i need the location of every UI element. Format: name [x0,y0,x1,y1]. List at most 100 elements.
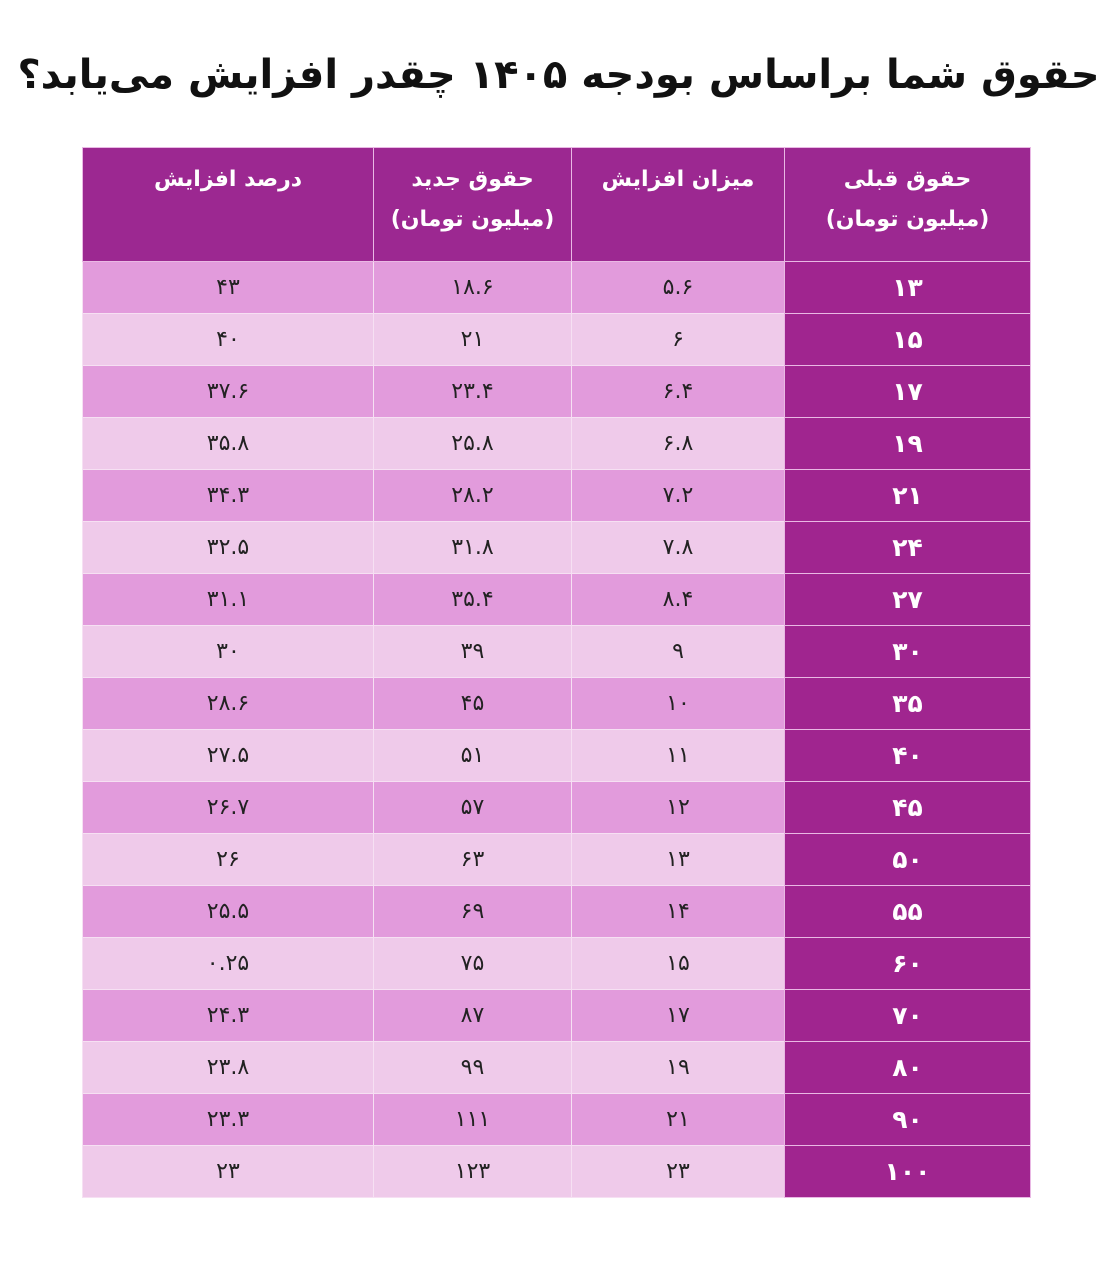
increase-amount-cell: ۶.۴ [571,365,785,418]
header-increase-amount: میزان افزایش [571,147,785,262]
header-line: درصد افزایش [153,167,303,192]
header-line: حقوق جدید [411,167,534,192]
increase-amount-cell: ۱۵ [571,937,785,990]
increase-percent-cell: ۳۴.۳ [82,469,374,522]
old-salary-cell: ۱۳ [784,261,1031,314]
table-row: ۳۰ ۹ ۳۹ ۳۰ [82,625,1031,678]
old-salary-cell: ۸۰ [784,1041,1031,1094]
old-salary-cell: ۶۰ [784,937,1031,990]
page-title: حقوق شما براساس بودجه ۱۴۰۵ چقدر افزایش م… [17,52,1100,98]
old-salary-cell: ۵۰ [784,833,1031,886]
table-row: ۲۴ ۷.۸ ۳۱.۸ ۳۲.۵ [82,521,1031,574]
new-salary-cell: ۳۵.۴ [373,573,572,626]
increase-amount-cell: ۵.۶ [571,261,785,314]
table-row: ۵۵ ۱۴ ۶۹ ۲۵.۵ [82,885,1031,938]
table-row: ۴۰ ۱۱ ۵۱ ۲۷.۵ [82,729,1031,782]
increase-amount-cell: ۱۳ [571,833,785,886]
old-salary-cell: ۱۵ [784,313,1031,366]
table-row: ۱۵ ۶ ۲۱ ۴۰ [82,313,1031,366]
new-salary-cell: ۱۸.۶ [373,261,572,314]
increase-amount-cell: ۶ [571,313,785,366]
increase-percent-cell: ۲۴.۳ [82,989,374,1042]
old-salary-cell: ۱۹ [784,417,1031,470]
increase-percent-cell: ۳۲.۵ [82,521,374,574]
new-salary-cell: ۷۵ [373,937,572,990]
table-row: ۱۰۰ ۲۳ ۱۲۳ ۲۳ [82,1145,1031,1198]
old-salary-cell: ۳۵ [784,677,1031,730]
header-increase-percent: درصد افزایش [82,147,374,262]
new-salary-cell: ۴۵ [373,677,572,730]
table-row: ۷۰ ۱۷ ۸۷ ۲۴.۳ [82,989,1031,1042]
increase-amount-cell: ۱۴ [571,885,785,938]
increase-amount-cell: ۹ [571,625,785,678]
increase-percent-cell: ۳۷.۶ [82,365,374,418]
increase-percent-cell: ۴۳ [82,261,374,314]
old-salary-cell: ۹۰ [784,1093,1031,1146]
increase-percent-cell: ۴۰ [82,313,374,366]
new-salary-cell: ۲۳.۴ [373,365,572,418]
increase-percent-cell: ۲۳ [82,1145,374,1198]
new-salary-cell: ۱۱۱ [373,1093,572,1146]
new-salary-cell: ۲۵.۸ [373,417,572,470]
table-row: ۳۵ ۱۰ ۴۵ ۲۸.۶ [82,677,1031,730]
table-row: ۱۷ ۶.۴ ۲۳.۴ ۳۷.۶ [82,365,1031,418]
old-salary-cell: ۲۱ [784,469,1031,522]
increase-amount-cell: ۸.۴ [571,573,785,626]
increase-amount-cell: ۷.۲ [571,469,785,522]
increase-percent-cell: ۲۶.۷ [82,781,374,834]
table-row: ۲۷ ۸.۴ ۳۵.۴ ۳۱.۱ [82,573,1031,626]
new-salary-cell: ۳۱.۸ [373,521,572,574]
table-row: ۱۹ ۶.۸ ۲۵.۸ ۳۵.۸ [82,417,1031,470]
old-salary-cell: ۵۵ [784,885,1031,938]
old-salary-cell: ۳۰ [784,625,1031,678]
increase-percent-cell: ۲۶ [82,833,374,886]
increase-percent-cell: ۳۵.۸ [82,417,374,470]
increase-amount-cell: ۷.۸ [571,521,785,574]
header-line: میزان افزایش [601,167,755,192]
new-salary-cell: ۲۸.۲ [373,469,572,522]
new-salary-cell: ۹۹ [373,1041,572,1094]
increase-amount-cell: ۲۳ [571,1145,785,1198]
increase-percent-cell: ۲۳.۸ [82,1041,374,1094]
header-line: حقوق قبلی [843,167,972,192]
increase-amount-cell: ۱۷ [571,989,785,1042]
new-salary-cell: ۲۱ [373,313,572,366]
header-line: (میلیون تومان) [390,207,555,232]
table-row: ۵۰ ۱۳ ۶۳ ۲۶ [82,833,1031,886]
header-line: (میلیون تومان) [825,207,990,232]
increase-percent-cell: ۳۱.۱ [82,573,374,626]
increase-amount-cell: ۶.۸ [571,417,785,470]
salary-table: حقوق قبلی (میلیون تومان) میزان افزایش حقو… [82,147,1031,1198]
header-old-salary: حقوق قبلی (میلیون تومان) [784,147,1031,262]
new-salary-cell: ۱۲۳ [373,1145,572,1198]
table-row: ۸۰ ۱۹ ۹۹ ۲۳.۸ [82,1041,1031,1094]
old-salary-cell: ۱۰۰ [784,1145,1031,1198]
old-salary-cell: ۷۰ [784,989,1031,1042]
table-header-row: حقوق قبلی (میلیون تومان) میزان افزایش حقو… [82,147,1031,262]
increase-amount-cell: ۲۱ [571,1093,785,1146]
new-salary-cell: ۵۱ [373,729,572,782]
increase-amount-cell: ۱۱ [571,729,785,782]
new-salary-cell: ۶۹ [373,885,572,938]
increase-amount-cell: ۱۰ [571,677,785,730]
increase-amount-cell: ۱۲ [571,781,785,834]
increase-amount-cell: ۱۹ [571,1041,785,1094]
increase-percent-cell: ۳۰ [82,625,374,678]
header-new-salary: حقوق جدید (میلیون تومان) [373,147,572,262]
table-row: ۶۰ ۱۵ ۷۵ ۰.۲۵ [82,937,1031,990]
new-salary-cell: ۵۷ [373,781,572,834]
table-row: ۱۳ ۵.۶ ۱۸.۶ ۴۳ [82,261,1031,314]
table-row: ۴۵ ۱۲ ۵۷ ۲۶.۷ [82,781,1031,834]
table-row: ۹۰ ۲۱ ۱۱۱ ۲۳.۳ [82,1093,1031,1146]
increase-percent-cell: ۲۸.۶ [82,677,374,730]
increase-percent-cell: ۲۷.۵ [82,729,374,782]
new-salary-cell: ۳۹ [373,625,572,678]
old-salary-cell: ۲۷ [784,573,1031,626]
old-salary-cell: ۲۴ [784,521,1031,574]
increase-percent-cell: ۲۵.۵ [82,885,374,938]
new-salary-cell: ۶۳ [373,833,572,886]
new-salary-cell: ۸۷ [373,989,572,1042]
table-row: ۲۱ ۷.۲ ۲۸.۲ ۳۴.۳ [82,469,1031,522]
old-salary-cell: ۱۷ [784,365,1031,418]
increase-percent-cell: ۲۳.۳ [82,1093,374,1146]
